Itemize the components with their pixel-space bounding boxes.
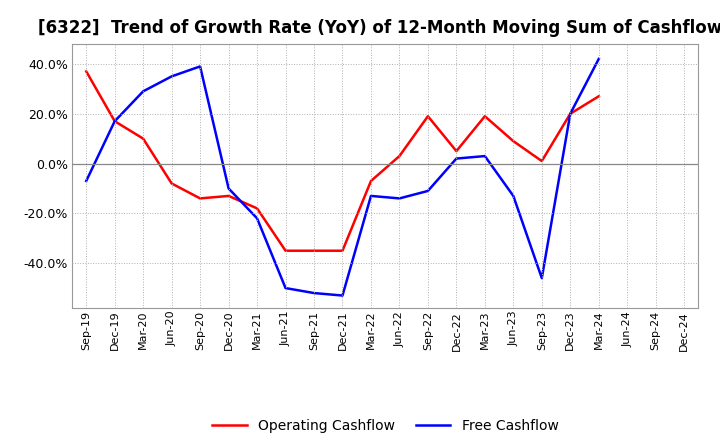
Operating Cashflow bbox=[225, 193, 233, 198]
Free Cashflow bbox=[310, 290, 318, 296]
Free Cashflow bbox=[225, 186, 233, 191]
Operating Cashflow bbox=[196, 196, 204, 201]
Operating Cashflow bbox=[537, 158, 546, 164]
Operating Cashflow bbox=[167, 181, 176, 186]
Operating Cashflow bbox=[282, 248, 290, 253]
Free Cashflow bbox=[566, 111, 575, 116]
Operating Cashflow bbox=[338, 248, 347, 253]
Free Cashflow bbox=[196, 64, 204, 69]
Free Cashflow bbox=[395, 196, 404, 201]
Operating Cashflow bbox=[452, 148, 461, 154]
Free Cashflow bbox=[139, 89, 148, 94]
Line: Free Cashflow: Free Cashflow bbox=[86, 59, 599, 296]
Free Cashflow bbox=[366, 193, 375, 198]
Operating Cashflow bbox=[310, 248, 318, 253]
Free Cashflow bbox=[595, 56, 603, 62]
Free Cashflow bbox=[167, 74, 176, 79]
Free Cashflow bbox=[537, 275, 546, 281]
Free Cashflow bbox=[110, 118, 119, 124]
Title: [6322]  Trend of Growth Rate (YoY) of 12-Month Moving Sum of Cashflows: [6322] Trend of Growth Rate (YoY) of 12-… bbox=[38, 19, 720, 37]
Line: Operating Cashflow: Operating Cashflow bbox=[86, 71, 599, 251]
Operating Cashflow bbox=[595, 94, 603, 99]
Free Cashflow bbox=[338, 293, 347, 298]
Free Cashflow bbox=[423, 188, 432, 194]
Free Cashflow bbox=[480, 154, 489, 159]
Operating Cashflow bbox=[366, 178, 375, 183]
Operating Cashflow bbox=[566, 111, 575, 116]
Operating Cashflow bbox=[509, 139, 518, 144]
Operating Cashflow bbox=[253, 206, 261, 211]
Operating Cashflow bbox=[82, 69, 91, 74]
Free Cashflow bbox=[509, 193, 518, 198]
Free Cashflow bbox=[82, 178, 91, 183]
Operating Cashflow bbox=[139, 136, 148, 141]
Free Cashflow bbox=[282, 286, 290, 291]
Operating Cashflow bbox=[110, 118, 119, 124]
Free Cashflow bbox=[452, 156, 461, 161]
Operating Cashflow bbox=[423, 114, 432, 119]
Operating Cashflow bbox=[395, 154, 404, 159]
Legend: Operating Cashflow, Free Cashflow: Operating Cashflow, Free Cashflow bbox=[207, 413, 564, 438]
Operating Cashflow bbox=[480, 114, 489, 119]
Free Cashflow bbox=[253, 216, 261, 221]
